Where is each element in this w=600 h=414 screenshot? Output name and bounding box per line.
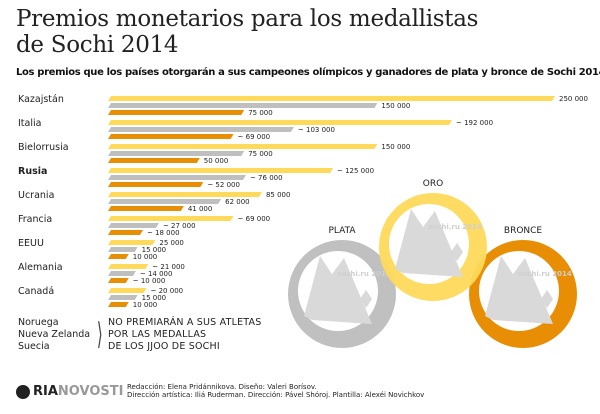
snowflake-diamond-icon <box>541 290 553 308</box>
value-label-bronze: ~ 18 000 <box>147 229 180 237</box>
bar-silver <box>108 175 246 180</box>
value-label-silver: 62 000 <box>225 198 250 206</box>
value-label-gold: 25 000 <box>159 239 184 247</box>
value-label-bronze: 41 000 <box>188 205 213 213</box>
value-label-gold: ~ 192 000 <box>456 119 493 127</box>
value-label-silver: ~ 14 000 <box>140 270 173 278</box>
bar-bronze <box>108 254 129 259</box>
bar-bronze <box>108 182 204 187</box>
value-label-bronze: 75 000 <box>248 109 273 117</box>
value-label-silver: 150 000 <box>381 102 410 110</box>
subtitle: Los premios que los países otorgarán a s… <box>16 67 600 78</box>
no-prize-message-line: POR LAS MEDALLAS <box>108 329 207 340</box>
bar-gold <box>108 120 452 125</box>
medal-label: PLATA <box>328 226 356 236</box>
value-label-gold: ~ 21 000 <box>152 263 185 271</box>
country-label: Rusia <box>18 166 47 177</box>
bar-silver <box>108 223 159 228</box>
bar-silver <box>108 247 138 252</box>
value-label-gold: ~ 69 000 <box>238 215 271 223</box>
bar-gold <box>108 96 555 101</box>
bar-gold <box>108 192 262 197</box>
bar-gold <box>108 168 333 173</box>
country-label: Ucrania <box>18 190 54 201</box>
title-line-1: Premios monetarios para los medallistas <box>16 6 479 32</box>
bar-bronze <box>108 158 200 163</box>
value-label-bronze: 10 000 <box>133 253 158 261</box>
value-label-gold: 150 000 <box>381 143 410 151</box>
credits-line: Dirección artística: Iliá Ruderman. Dire… <box>127 391 425 399</box>
value-label-bronze: 10 000 <box>133 301 158 309</box>
snowflake-diamond-icon <box>451 243 463 261</box>
value-label-gold: 85 000 <box>266 191 291 199</box>
ria-novosti-logo: RIA NOVOSTI <box>16 384 123 399</box>
value-label-silver: 15 000 <box>142 246 167 254</box>
bar-gold <box>108 144 378 149</box>
medal-label: ORO <box>423 179 443 189</box>
medal-label: BRONCE <box>504 226 543 236</box>
sochi-logo-text: sochi.ru 2014 <box>428 223 482 231</box>
credits-line: Redacción: Elena Pridánnikova. Diseño: V… <box>127 383 317 391</box>
bar-bronze <box>108 110 245 115</box>
mountain-emblem-icon <box>304 256 372 324</box>
sochi-logo-text: sochi.ru 2014 <box>337 270 391 278</box>
snowflake-diamond-icon <box>360 290 372 308</box>
sochi-logo-text: sochi.ru 2014 <box>518 270 572 278</box>
brace-icon: ⟩ <box>96 317 103 352</box>
country-label: Italia <box>18 118 41 129</box>
logo-globe-icon <box>16 384 30 399</box>
logo-novosti: NOVOSTI <box>57 384 124 399</box>
bar-gold <box>108 264 149 269</box>
value-label-silver: ~ 27 000 <box>163 222 196 230</box>
country-label: EEUU <box>18 238 44 249</box>
no-prize-message-line: DE LOS JJOO DE SOCHI <box>108 341 220 352</box>
bar-gold <box>108 216 234 221</box>
no-prize-country: Nueva Zelanda <box>18 329 91 340</box>
credits: Redacción: Elena Pridánnikova. Diseño: V… <box>127 383 424 399</box>
value-label-silver: ~ 76 000 <box>250 174 283 182</box>
bar-silver <box>108 295 138 300</box>
bar-bronze <box>108 278 129 283</box>
bar-bronze <box>108 302 129 307</box>
value-label-bronze: ~ 52 000 <box>207 181 240 189</box>
country-label: Canadá <box>18 286 54 297</box>
bar-bronze <box>108 134 234 139</box>
country-label: Bielorrusia <box>18 142 69 153</box>
bar-silver <box>108 103 378 108</box>
value-label-silver: ~ 103 000 <box>298 126 335 134</box>
mountain-emblem-icon <box>485 256 553 324</box>
logo-ria: RIA <box>33 384 58 399</box>
value-label-silver: 75 000 <box>248 150 273 158</box>
bar-silver <box>108 271 136 276</box>
bar-silver <box>108 151 245 156</box>
no-prize-message: NO PREMIARÁN A SUS ATLETAS POR LAS MEDAL… <box>108 317 261 353</box>
no-prize-message-line: NO PREMIARÁN A SUS ATLETAS <box>108 317 262 328</box>
country-label: Kazajstán <box>18 94 64 105</box>
bar-bronze <box>108 206 184 211</box>
title-line-2: de Sochi 2014 <box>16 32 179 58</box>
country-label: Alemania <box>18 262 63 273</box>
value-label-gold: ~ 20 000 <box>151 287 184 295</box>
bar-silver <box>108 199 222 204</box>
country-label: Francia <box>18 214 52 225</box>
value-label-silver: 15 000 <box>142 294 167 302</box>
no-prize-country: Suecia <box>18 341 50 352</box>
value-label-bronze: ~ 69 000 <box>238 133 271 141</box>
value-label-bronze: 50 000 <box>204 157 229 165</box>
no-prize-countries: Noruega Nueva Zelanda Suecia <box>18 317 90 353</box>
bar-gold <box>108 288 147 293</box>
mountain-emblem-icon <box>395 209 463 277</box>
value-label-bronze: ~ 10 000 <box>133 277 166 285</box>
value-label-gold: 250 000 <box>559 95 588 103</box>
value-label-gold: ~ 125 000 <box>337 167 374 175</box>
no-prize-country: Noruega <box>18 317 59 328</box>
bar-gold <box>108 240 156 245</box>
bar-silver <box>108 127 294 132</box>
bar-bronze <box>108 230 143 235</box>
page-title: Premios monetarios para los medallistas d… <box>16 6 478 58</box>
